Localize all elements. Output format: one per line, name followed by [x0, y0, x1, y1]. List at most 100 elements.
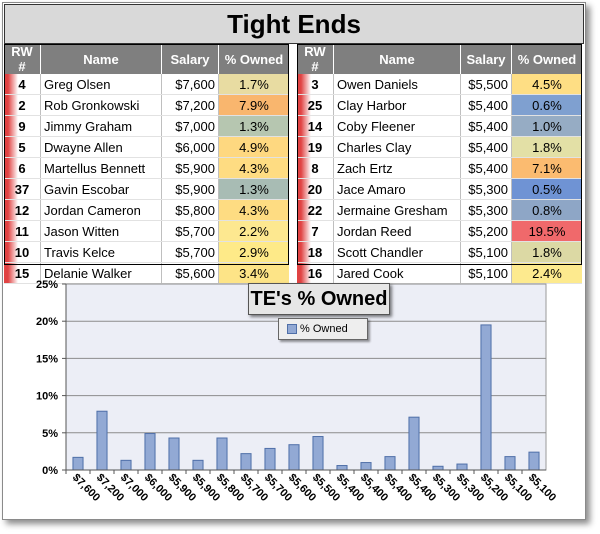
y-tick-label: 0% — [42, 465, 58, 477]
rank-cell: 22 — [297, 199, 334, 221]
owned-cell: 0.5% — [511, 178, 582, 200]
table-row: 6 Martellus Bennett $5,900 4.3% — [4, 157, 289, 179]
table-row: 11 Jason Witten $5,700 2.2% — [4, 220, 289, 242]
rank-cell: 9 — [4, 115, 41, 137]
owned-cell: 1.3% — [218, 115, 289, 137]
y-tick-label: 25% — [36, 279, 58, 291]
player-name-cell: Zach Ertz — [333, 157, 461, 179]
rank-cell: 12 — [4, 199, 41, 221]
bar — [144, 433, 156, 471]
salary-cell: $7,600 — [161, 74, 219, 95]
col-header-salary: Salary — [460, 44, 512, 74]
rank-cell: 4 — [4, 74, 41, 95]
rank-cell: 6 — [4, 157, 41, 179]
chart-area: 0% 5% 10% 15% 20% 25% $7,600 $7,200 $7,000 $6,000… — [8, 274, 582, 518]
y-tick-label: 20% — [36, 316, 58, 328]
rank-cell: 14 — [297, 115, 334, 137]
bar — [480, 324, 492, 471]
y-tick-label: 10% — [36, 391, 58, 403]
player-name-cell: Jason Witten — [40, 220, 162, 242]
salary-cell: $5,400 — [460, 157, 512, 179]
player-name-cell: Jace Amaro — [333, 178, 461, 200]
bar — [168, 437, 180, 471]
te-table-left: RW # Name Salary % Owned 4 Greg Olsen $7,6… — [4, 44, 289, 284]
table-row: 4 Greg Olsen $7,600 1.7% — [4, 74, 289, 95]
rank-cell: 5 — [4, 136, 41, 158]
bar — [240, 453, 252, 471]
table-row: 2 Rob Gronkowski $7,200 7.9% — [4, 94, 289, 116]
salary-cell: $5,400 — [460, 94, 512, 116]
bar — [336, 465, 348, 471]
table-row: 3 Owen Daniels $5,500 4.5% — [297, 74, 582, 95]
rank-cell: 10 — [4, 241, 41, 263]
rank-cell: 18 — [297, 241, 334, 263]
player-name-cell: Delanie Walker — [40, 262, 162, 284]
table-row: 8 Zach Ertz $5,400 7.1% — [297, 157, 582, 179]
salary-cell: $5,200 — [460, 220, 512, 242]
owned-cell: 2.9% — [218, 241, 289, 263]
bar — [408, 416, 420, 471]
owned-cell: 2.2% — [218, 220, 289, 242]
rank-cell: 2 — [4, 94, 41, 116]
player-name-cell: Rob Gronkowski — [40, 94, 162, 116]
salary-cell: $5,400 — [460, 115, 512, 137]
rank-cell: 20 — [297, 178, 334, 200]
owned-cell: 1.8% — [511, 241, 582, 263]
rank-cell: 8 — [297, 157, 334, 179]
bar — [504, 456, 516, 471]
page-title: Tight Ends — [4, 4, 584, 44]
chart-legend: % Owned — [278, 318, 368, 340]
owned-cell: 19.5% — [511, 220, 582, 242]
salary-cell: $5,700 — [161, 241, 219, 263]
owned-cell: 4.3% — [218, 199, 289, 221]
te-table-right: RW # Name Salary % Owned 3 Owen Daniels $5… — [297, 44, 582, 284]
player-name-cell: Scott Chandler — [333, 241, 461, 263]
col-header-rank: RW # — [297, 44, 334, 74]
table-row: 9 Jimmy Graham $7,000 1.3% — [4, 115, 289, 137]
y-tick-label: 15% — [36, 353, 58, 365]
table-row: 16 Jared Cook $5,100 2.4% — [297, 262, 582, 284]
owned-cell: 3.4% — [218, 262, 289, 284]
owned-cell: 0.6% — [511, 94, 582, 116]
rank-cell: 3 — [297, 74, 334, 95]
bar — [288, 444, 300, 471]
player-name-cell: Jared Cook — [333, 262, 461, 284]
player-name-cell: Charles Clay — [333, 136, 461, 158]
rank-cell: 16 — [297, 262, 334, 284]
salary-cell: $5,300 — [460, 178, 512, 200]
y-tick-label: 5% — [42, 428, 58, 440]
salary-cell: $5,700 — [161, 220, 219, 242]
salary-cell: $5,100 — [460, 241, 512, 263]
salary-cell: $5,800 — [161, 199, 219, 221]
table-row: 10 Travis Kelce $5,700 2.9% — [4, 241, 289, 263]
rank-cell: 19 — [297, 136, 334, 158]
salary-cell: $5,400 — [460, 136, 512, 158]
bar — [312, 436, 324, 471]
owned-cell: 2.4% — [511, 262, 582, 284]
owned-cell: 4.5% — [511, 74, 582, 95]
bar — [192, 459, 204, 471]
salary-cell: $5,900 — [161, 157, 219, 179]
table-row: 19 Charles Clay $5,400 1.8% — [297, 136, 582, 158]
salary-cell: $5,300 — [460, 199, 512, 221]
col-header-rank: RW # — [4, 44, 41, 74]
rank-cell: 7 — [297, 220, 334, 242]
owned-cell: 1.7% — [218, 74, 289, 95]
table-row: 5 Dwayne Allen $6,000 4.9% — [4, 136, 289, 158]
bar — [456, 463, 468, 471]
salary-cell: $6,000 — [161, 136, 219, 158]
rank-cell: 15 — [4, 262, 41, 284]
salary-cell: $5,600 — [161, 262, 219, 284]
rank-cell: 11 — [4, 220, 41, 242]
table-row: 20 Jace Amaro $5,300 0.5% — [297, 178, 582, 200]
col-header-owned: % Owned — [511, 44, 582, 74]
bar — [120, 459, 132, 471]
player-name-cell: Owen Daniels — [333, 74, 461, 95]
owned-cell: 7.1% — [511, 157, 582, 179]
salary-cell: $5,500 — [460, 74, 512, 95]
bar — [528, 451, 540, 471]
player-name-cell: Greg Olsen — [40, 74, 162, 95]
player-name-cell: Jordan Reed — [333, 220, 461, 242]
player-name-cell: Jimmy Graham — [40, 115, 162, 137]
bar — [96, 410, 108, 471]
